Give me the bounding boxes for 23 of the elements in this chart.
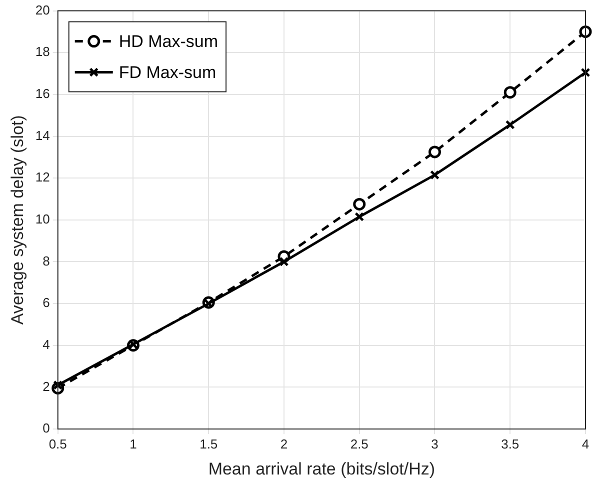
legend-label: FD Max-sum xyxy=(118,62,216,82)
legend-label: HD Max-sum xyxy=(118,32,218,51)
y-tick-label: 0 xyxy=(42,420,50,436)
y-tick-label: 12 xyxy=(35,170,50,185)
y-tick-label: 6 xyxy=(42,295,50,310)
y-tick-label: 2 xyxy=(42,378,50,394)
x-axis-title: Mean arrival rate (bits/slot/Hz) xyxy=(208,459,436,478)
y-tick-label: 10 xyxy=(35,211,50,226)
y-tick-label: 4 xyxy=(42,336,50,352)
x-tick-label: 2.5 xyxy=(350,436,368,452)
x-tick-label: 1 xyxy=(130,436,137,452)
y-tick-label: 16 xyxy=(35,86,50,102)
y-tick-label: 14 xyxy=(35,128,50,143)
y-axis-title: Average system delay (slot) xyxy=(8,115,27,325)
y-tick-label: 8 xyxy=(42,253,50,268)
x-tick-label: 3.5 xyxy=(501,436,520,452)
x-tick-label: 4 xyxy=(582,436,590,452)
x-tick-label: 2 xyxy=(280,436,288,452)
x-tick-label: 0.5 xyxy=(48,436,67,452)
y-tick-label: 20 xyxy=(35,2,50,18)
x-tick-label: 3 xyxy=(431,436,438,452)
y-tick-label: 18 xyxy=(35,44,50,60)
x-tick-label: 1.5 xyxy=(200,436,218,452)
